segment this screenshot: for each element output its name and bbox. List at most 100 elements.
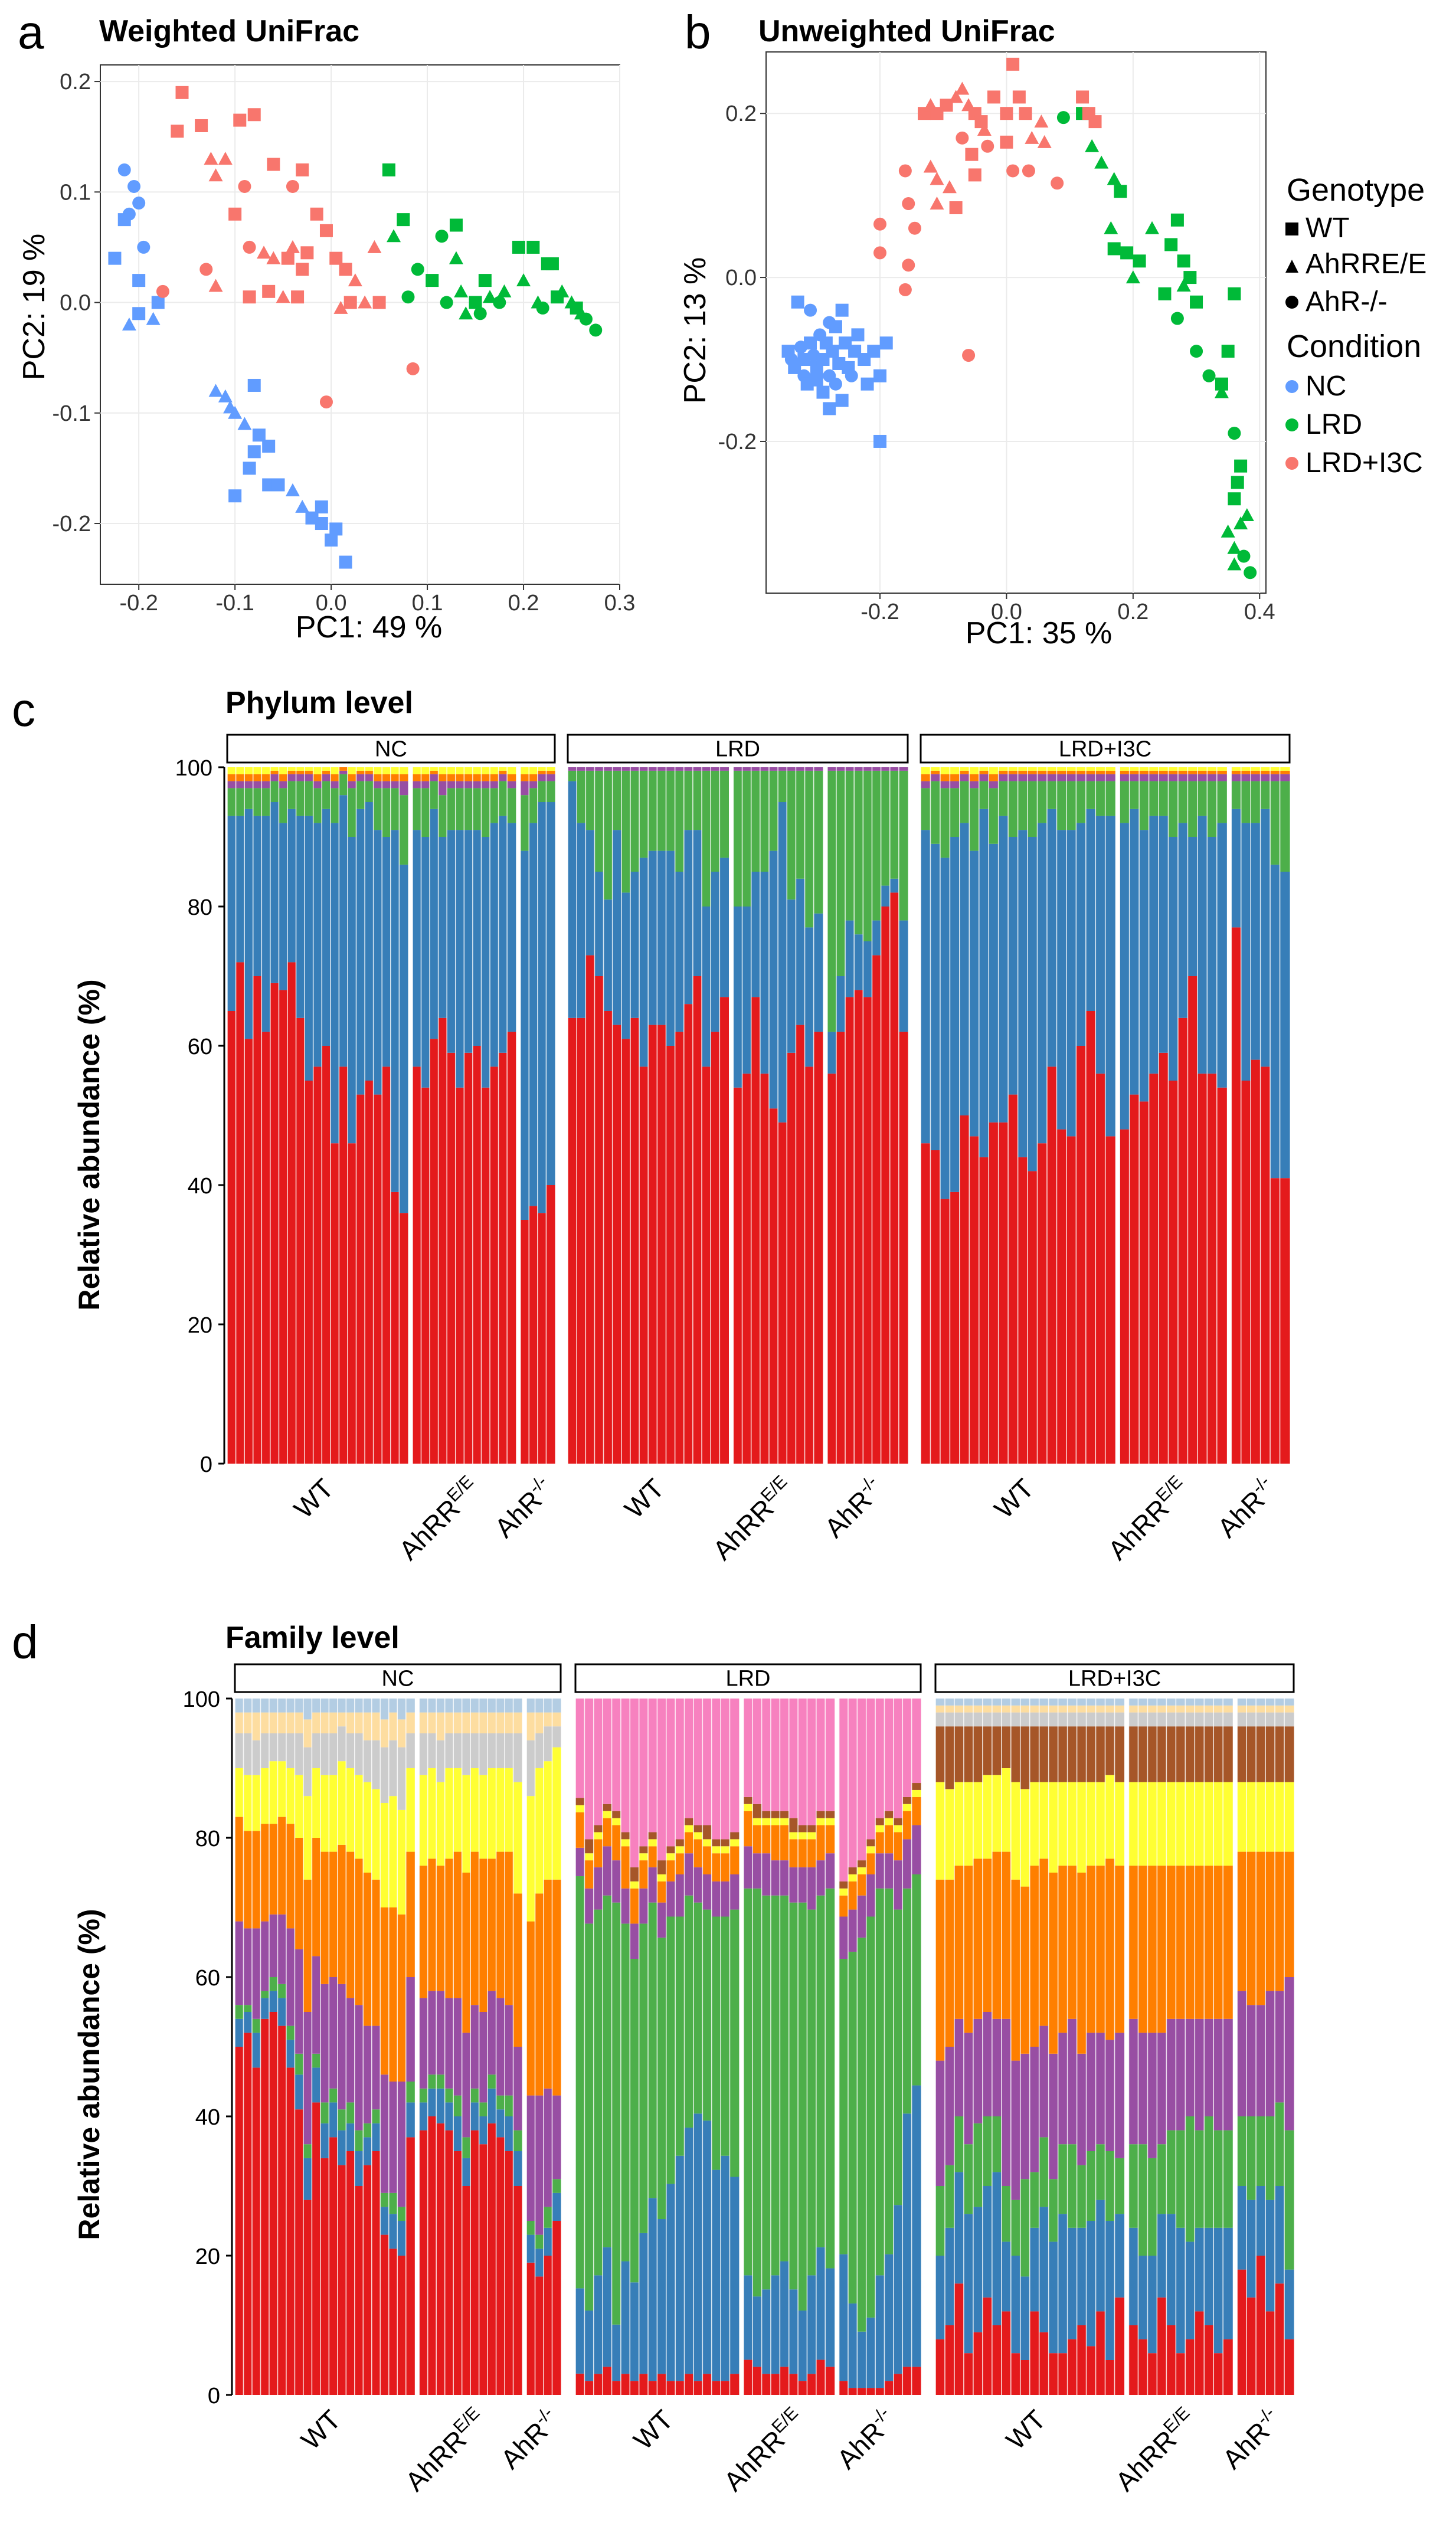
bar-segment — [973, 1699, 983, 1706]
bar-segment — [1128, 2144, 1139, 2228]
bar-segment — [1120, 774, 1130, 781]
bar-segment — [603, 1804, 613, 1811]
bar-segment — [1048, 2179, 1059, 2242]
bar-segment — [405, 1768, 415, 1852]
bar-segment — [251, 1831, 261, 1929]
bar-segment — [436, 1782, 446, 1866]
bar-segment — [611, 2324, 621, 2381]
bar-segment — [295, 1733, 304, 1775]
bar-segment — [854, 990, 863, 1464]
bar-segment — [1149, 816, 1159, 1074]
data-point — [1145, 221, 1160, 234]
bar-segment — [277, 1712, 287, 1733]
bar-segment — [1207, 770, 1218, 774]
x-tick-label: 0.2 — [1117, 600, 1149, 624]
bar-segment — [1058, 2353, 1068, 2395]
bar-segment — [827, 1074, 837, 1464]
weighted-unifrac-plot: Weighted UniFrac PC1: 49 % PC2: 19 % -0.… — [17, 14, 635, 644]
bar-segment — [305, 816, 314, 1081]
bar-segment — [405, 1977, 415, 2082]
bar-segment — [711, 1846, 721, 1854]
bar-segment — [244, 809, 254, 1039]
data-point — [1239, 508, 1254, 522]
bar-segment — [552, 2221, 561, 2395]
bar-segment — [575, 1699, 585, 1798]
bar-segment — [857, 1938, 867, 2332]
data-point — [1176, 278, 1191, 292]
bar-segment — [479, 1858, 488, 2012]
bar-segment — [684, 1853, 694, 1896]
bar-segment — [1185, 1782, 1195, 1866]
bar-segment — [1138, 2256, 1149, 2339]
bar-segment — [330, 767, 339, 774]
bar-segment — [1237, 1705, 1247, 1713]
bar-segment — [1129, 809, 1140, 1095]
bar-segment — [1046, 1066, 1058, 1464]
data-point — [411, 263, 424, 276]
bar-segment — [807, 2374, 817, 2395]
bar-segment — [1058, 2214, 1068, 2354]
x-axis-label-a: PC1: 49 % — [296, 610, 443, 644]
plot-frame — [100, 64, 620, 585]
bar-segment — [552, 1879, 561, 2096]
bar-segment — [544, 1699, 553, 1713]
bar-segment — [1216, 823, 1227, 1088]
bar-segment — [742, 1074, 752, 1464]
bar-segment — [472, 781, 482, 788]
legend-condition-lrd-i3c: LRD+I3C — [1306, 447, 1423, 479]
bar-segment — [1105, 767, 1115, 771]
bar-segment — [639, 1699, 649, 1847]
bar-segment — [312, 1699, 321, 1713]
bar-segment — [1138, 1712, 1149, 1727]
bar-segment — [1166, 1712, 1176, 1727]
bar-segment — [505, 1768, 514, 1852]
bar-segment — [798, 1902, 808, 2311]
bar-segment — [397, 2256, 407, 2395]
bar-segment — [930, 1150, 941, 1464]
bar-segment — [675, 767, 685, 771]
bar-segment — [787, 1052, 796, 1464]
bar-segment — [251, 1699, 261, 1713]
bar-segment — [973, 2018, 983, 2123]
bar-segment — [866, 1699, 876, 1840]
bar-segment — [568, 767, 577, 771]
bar-segment — [363, 1782, 372, 1873]
data-point — [367, 240, 382, 253]
bar-segment — [1020, 1789, 1030, 1887]
bar-segment — [507, 823, 516, 1032]
bar-segment — [761, 2374, 771, 2395]
bar-segment — [959, 774, 970, 781]
bar-segment — [1010, 2256, 1021, 2354]
bar-segment — [902, 2113, 912, 2367]
bar-segment — [1067, 1705, 1078, 1713]
bar-segment — [1095, 781, 1106, 816]
bar-segment — [752, 1699, 763, 1804]
bar-segment — [1256, 1705, 1266, 1713]
bar-segment — [1046, 781, 1058, 809]
bar-segment — [798, 2381, 808, 2395]
bar-segment — [992, 2116, 1002, 2172]
bar-segment — [848, 1881, 858, 1910]
data-point — [122, 318, 136, 330]
bar-segment — [719, 767, 729, 771]
bar-segment — [419, 1775, 428, 1866]
bar-segment — [816, 1811, 826, 1818]
bar-segment — [1138, 1705, 1149, 1713]
bar-segment — [857, 1867, 867, 1874]
bar-segment — [529, 1206, 538, 1464]
bar-segment — [863, 941, 873, 997]
bar-segment — [1105, 1775, 1115, 1859]
bar-segment — [544, 1712, 553, 1727]
data-point — [233, 113, 247, 127]
bar-segment — [711, 872, 720, 1032]
bar-segment — [1077, 2165, 1087, 2228]
bar-segment — [1105, 816, 1115, 1137]
legend-condition-title: Condition — [1287, 329, 1421, 364]
bar-segment — [798, 1832, 808, 1840]
bar-segment — [479, 1775, 488, 1859]
bar-segment — [1077, 1712, 1087, 1727]
bar-segment — [780, 1699, 790, 1811]
bar-segment — [675, 1916, 685, 2156]
bar-segment — [447, 781, 456, 788]
bar-segment — [603, 1818, 613, 1847]
